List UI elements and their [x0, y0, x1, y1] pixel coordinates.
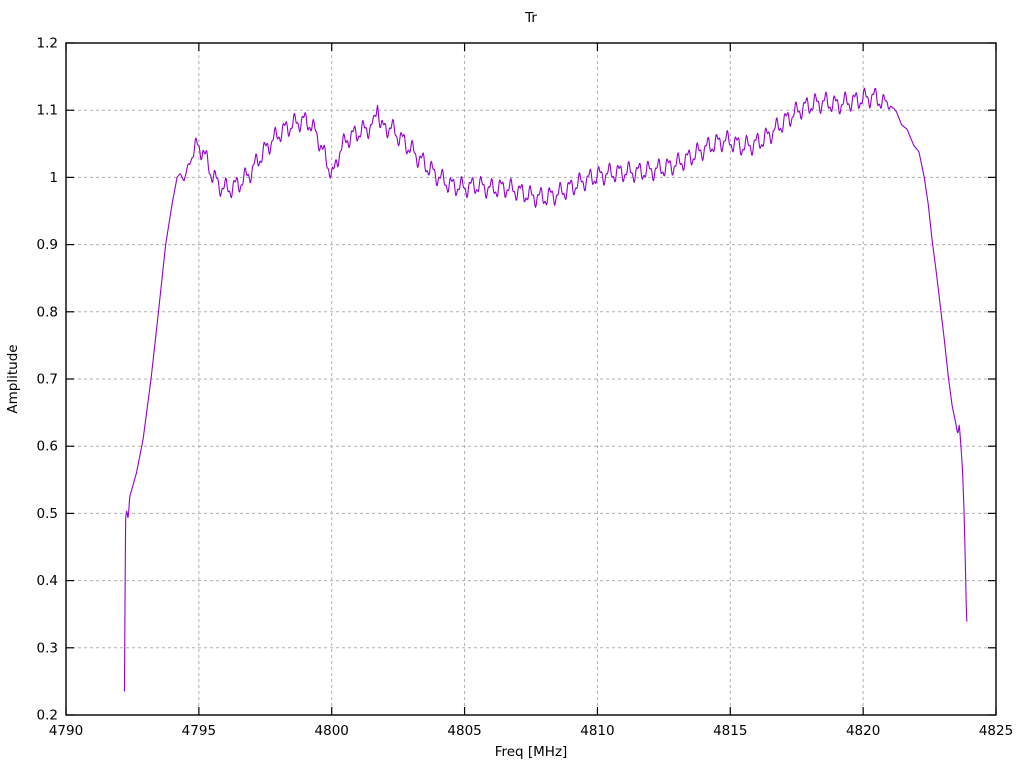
x-tick-label: 4795: [182, 723, 216, 739]
y-tick-label: 0.5: [37, 506, 58, 522]
y-tick-label: 1.1: [37, 103, 58, 119]
y-tick-label: 1.2: [37, 36, 58, 52]
x-tick-label: 4820: [846, 723, 880, 739]
trace-line-tr: [123, 87, 968, 692]
plot-border: [65, 42, 997, 716]
x-tick-label: 4805: [447, 723, 481, 739]
grid-lines: [66, 43, 996, 715]
y-tick-label: 0.6: [37, 439, 58, 455]
y-tick-label: 0.2: [37, 708, 58, 724]
y-axis-label: Amplitude: [5, 344, 21, 413]
chart-title: Tr: [524, 10, 537, 26]
y-tick-label: 0.9: [37, 237, 58, 253]
y-tick-label: 1: [49, 170, 58, 186]
x-tick-label: 4825: [979, 723, 1013, 739]
x-tick-label: 4790: [49, 723, 83, 739]
y-tick-label: 0.8: [37, 304, 58, 320]
x-tick-label: 4810: [580, 723, 614, 739]
y-tick-label: 0.3: [37, 640, 58, 656]
y-tick-label: 0.4: [37, 573, 58, 589]
tick-labels: 4790 4795 4800 4805 4810 4815 4820 4825 0.2 0.3 0.…: [37, 36, 1014, 740]
y-tick-label: 0.7: [37, 372, 58, 388]
x-axis-label: Freq [MHz]: [495, 744, 568, 760]
x-tick-label: 4800: [315, 723, 349, 739]
x-tick-label: 4815: [713, 723, 747, 739]
